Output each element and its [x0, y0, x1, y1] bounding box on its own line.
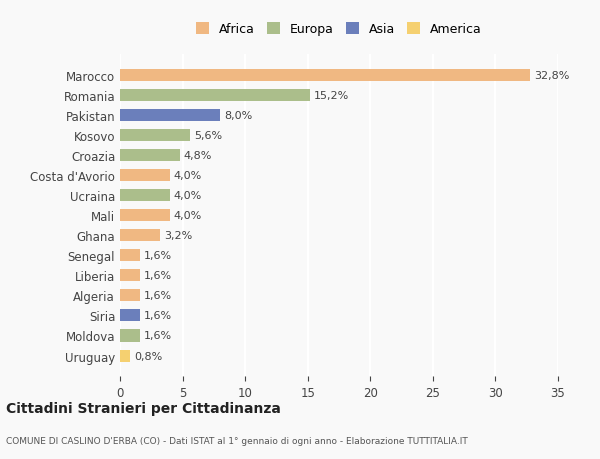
Text: 1,6%: 1,6% — [144, 271, 172, 281]
Text: 8,0%: 8,0% — [224, 111, 252, 121]
Text: 4,0%: 4,0% — [174, 211, 202, 221]
Text: 4,0%: 4,0% — [174, 171, 202, 181]
Bar — [120, 130, 190, 142]
Bar — [120, 210, 170, 222]
Text: 0,8%: 0,8% — [134, 351, 162, 361]
Bar — [120, 110, 220, 122]
Text: 1,6%: 1,6% — [144, 291, 172, 301]
Text: 5,6%: 5,6% — [194, 131, 222, 141]
Bar — [120, 310, 140, 322]
Text: 1,6%: 1,6% — [144, 251, 172, 261]
Text: 3,2%: 3,2% — [164, 231, 192, 241]
Text: 15,2%: 15,2% — [314, 91, 349, 101]
Bar — [120, 70, 530, 82]
Bar — [120, 150, 180, 162]
Bar — [120, 330, 140, 342]
Bar — [120, 270, 140, 282]
Legend: Africa, Europa, Asia, America: Africa, Europa, Asia, America — [193, 20, 485, 40]
Bar — [120, 190, 170, 202]
Bar — [120, 230, 160, 242]
Text: 32,8%: 32,8% — [534, 71, 569, 81]
Text: 4,0%: 4,0% — [174, 191, 202, 201]
Bar — [120, 290, 140, 302]
Text: 4,8%: 4,8% — [184, 151, 212, 161]
Text: Cittadini Stranieri per Cittadinanza: Cittadini Stranieri per Cittadinanza — [6, 402, 281, 415]
Text: 1,6%: 1,6% — [144, 331, 172, 341]
Bar — [120, 90, 310, 102]
Bar — [120, 250, 140, 262]
Text: 1,6%: 1,6% — [144, 311, 172, 321]
Bar — [120, 350, 130, 362]
Text: COMUNE DI CASLINO D'ERBA (CO) - Dati ISTAT al 1° gennaio di ogni anno - Elaboraz: COMUNE DI CASLINO D'ERBA (CO) - Dati IST… — [6, 436, 468, 445]
Bar — [120, 170, 170, 182]
